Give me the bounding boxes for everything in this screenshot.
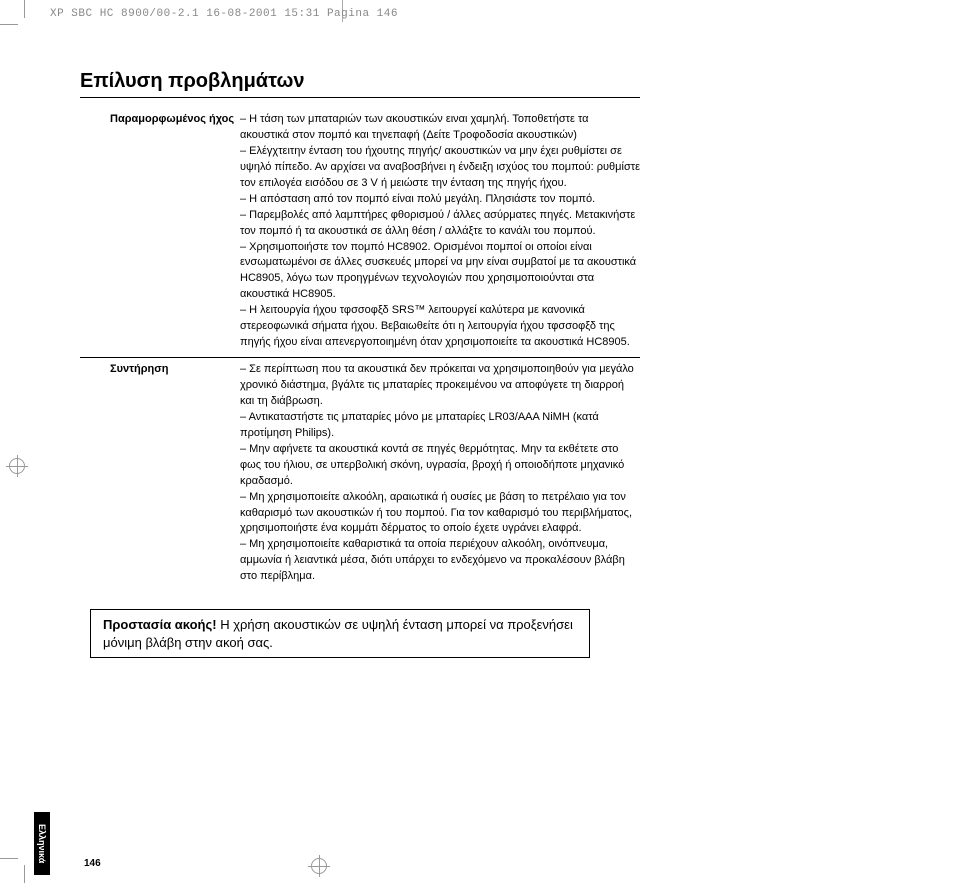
section-label: Συντήρηση — [80, 362, 240, 585]
page-content: Επίλυση προβλημάτων Παραμορφωμένος ήχος … — [80, 70, 640, 658]
warning-bold: Προστασία ακοής! — [103, 617, 217, 632]
print-header: XP SBC HC 8900/00-2.1 16-08-2001 15:31 P… — [50, 8, 398, 20]
language-tab: Ελληνικά — [34, 812, 50, 875]
section-distorted-sound: Παραμορφωμένος ήχος – Η τάση των μπαταρι… — [80, 108, 640, 358]
page-title: Επίλυση προβλημάτων — [80, 70, 640, 98]
section-maintenance: Συντήρηση – Σε περίπτωση που τα ακουστικ… — [80, 358, 640, 591]
section-body: – Η τάση των μπαταριών των ακουστικών ει… — [240, 112, 640, 351]
section-label: Παραμορφωμένος ήχος — [80, 112, 240, 351]
hearing-warning: Προστασία ακοής! Η χρήση ακουστικών σε υ… — [90, 609, 590, 658]
page-number: 146 — [84, 858, 101, 869]
section-body: – Σε περίπτωση που τα ακουστικά δεν πρόκ… — [240, 362, 640, 585]
